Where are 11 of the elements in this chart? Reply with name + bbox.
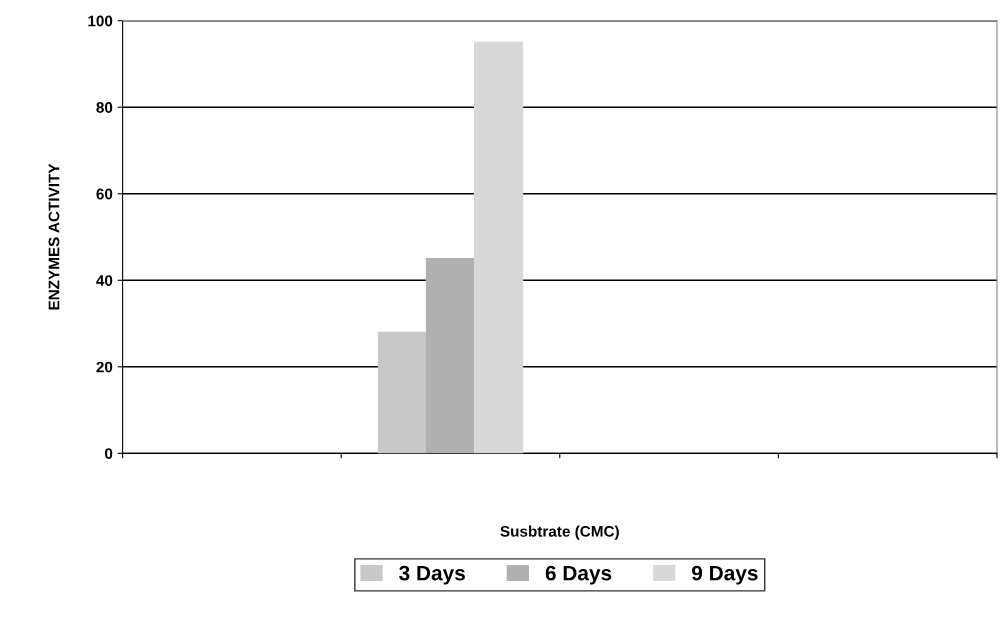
y-axis-title: ENZYMES ACTIVITY [48, 163, 60, 310]
legend-label: 9 Days [692, 565, 758, 585]
y-tick-label: 80 [96, 102, 113, 113]
y-tick-label: 0 [105, 448, 113, 460]
x-axis-title: Susbtrate (CMC) [500, 525, 619, 540]
legend-label: 3 Days [399, 565, 465, 585]
legend-label: 6 Days [545, 565, 612, 585]
y-tick-label: 20 [96, 361, 113, 373]
y-tick-label: 40 [96, 275, 113, 286]
y-tick-label: 100 [88, 15, 113, 27]
y-tick-label: 60 [96, 188, 113, 200]
